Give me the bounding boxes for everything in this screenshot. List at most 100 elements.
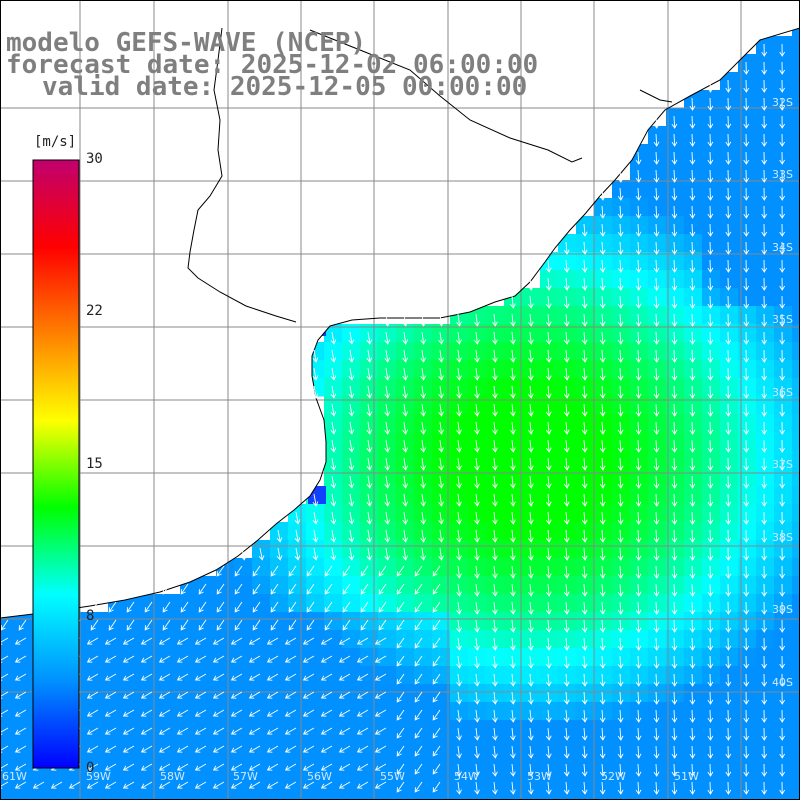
wind-speed-cell <box>522 756 541 775</box>
wind-arrow <box>396 619 405 631</box>
wind-speed-cell <box>378 702 397 721</box>
wind-arrow <box>396 583 405 595</box>
wind-speed-cell <box>396 540 415 559</box>
wind-speed-cell <box>18 720 37 739</box>
wind-speed-cell <box>774 144 793 163</box>
wind-arrow <box>689 763 696 777</box>
wind-arrow <box>581 691 588 705</box>
wind-arrow <box>743 673 750 687</box>
wind-arrow <box>320 745 333 753</box>
wind-speed-cell <box>666 504 685 523</box>
wind-speed-cell <box>342 756 361 775</box>
wind-speed-cell <box>756 198 775 217</box>
wind-arrow <box>527 565 534 579</box>
wind-arrow <box>330 529 337 543</box>
wind-arrow <box>14 655 27 663</box>
wind-arrow <box>456 727 462 741</box>
wind-speed-cell <box>342 648 361 667</box>
wind-speed-cell <box>792 72 800 91</box>
wind-arrow <box>86 709 99 717</box>
wind-arrow <box>302 727 315 735</box>
wind-speed-cell <box>702 108 721 127</box>
wind-arrow <box>402 439 409 453</box>
wind-speed-cell <box>792 108 800 127</box>
wind-speed-cell <box>450 396 469 415</box>
wind-arrow <box>725 79 732 93</box>
wind-arrow <box>320 781 333 789</box>
wind-speed-cell <box>738 666 757 685</box>
wind-speed-cell <box>702 162 721 181</box>
wind-speed-cell <box>612 738 631 757</box>
wind-arrow <box>438 547 444 561</box>
wind-speed-cell <box>432 378 451 397</box>
wind-arrow <box>581 493 588 507</box>
wind-arrow <box>194 637 207 645</box>
wind-speed-cell <box>738 126 757 145</box>
wind-speed-cell <box>594 252 613 271</box>
wind-arrow <box>384 457 391 471</box>
wind-arrow <box>563 385 570 399</box>
wind-arrow <box>743 439 750 453</box>
wind-speed-cell <box>630 630 649 649</box>
wind-arrow <box>653 547 660 561</box>
wind-arrow <box>599 547 606 561</box>
wind-arrow <box>122 781 135 789</box>
wind-speed-cell <box>576 684 595 703</box>
wind-speed-cell <box>648 234 667 253</box>
wind-speed-cell <box>540 486 559 505</box>
wind-speed-cell <box>270 540 289 559</box>
wind-arrow <box>617 763 624 777</box>
wind-speed-cell <box>342 576 361 595</box>
wind-speed-cell <box>378 792 397 800</box>
wind-speed-cell <box>576 342 595 361</box>
wind-arrow <box>563 745 570 759</box>
wind-speed-cell <box>666 720 685 739</box>
wind-speed-cell <box>216 630 235 649</box>
wind-arrow <box>294 529 301 543</box>
colorbar-tick-8: 8 <box>86 608 95 624</box>
wind-speed-cell <box>252 630 271 649</box>
wind-arrow <box>689 259 696 273</box>
wind-arrow <box>653 637 660 651</box>
wind-speed-cell <box>738 432 757 451</box>
wind-speed-cell <box>756 594 775 613</box>
wind-arrow <box>635 385 642 399</box>
wind-arrow <box>312 529 319 543</box>
wind-arrow <box>492 511 498 525</box>
wind-arrow <box>653 187 660 201</box>
wind-arrow <box>599 565 606 579</box>
wind-arrow <box>563 601 570 615</box>
wind-speed-cell <box>756 90 775 109</box>
wind-speed-cell <box>594 216 613 235</box>
wind-arrow <box>420 313 426 327</box>
wind-speed-cell <box>594 540 613 559</box>
wind-arrow <box>402 403 409 417</box>
lon-label: 52W <box>601 770 626 783</box>
wind-arrow <box>320 727 333 735</box>
wind-speed-cell <box>792 486 800 505</box>
wind-speed-cell <box>702 756 721 775</box>
wind-speed-cell <box>198 576 217 595</box>
wind-arrow <box>689 295 696 309</box>
wind-arrow <box>545 421 552 435</box>
wind-speed-cell <box>486 612 505 631</box>
wind-arrow <box>302 673 315 681</box>
wind-speed-cell <box>720 648 739 667</box>
wind-speed-cell <box>630 468 649 487</box>
wind-speed-cell <box>630 540 649 559</box>
wind-speed-cell <box>630 360 649 379</box>
wind-arrow <box>384 475 391 489</box>
lat-label: 38S <box>772 531 793 544</box>
wind-arrow <box>302 763 315 771</box>
wind-arrow <box>581 403 588 417</box>
wind-arrow <box>563 727 570 741</box>
wind-speed-cell <box>396 756 415 775</box>
wind-arrow <box>581 763 588 777</box>
wind-speed-cell <box>702 252 721 271</box>
wind-speed-cell <box>252 612 271 631</box>
wind-speed-cell <box>612 252 631 271</box>
wind-speed-cell <box>774 36 793 55</box>
wind-speed-cell <box>288 666 307 685</box>
wind-arrow <box>402 457 409 471</box>
wind-arrow <box>338 727 351 735</box>
